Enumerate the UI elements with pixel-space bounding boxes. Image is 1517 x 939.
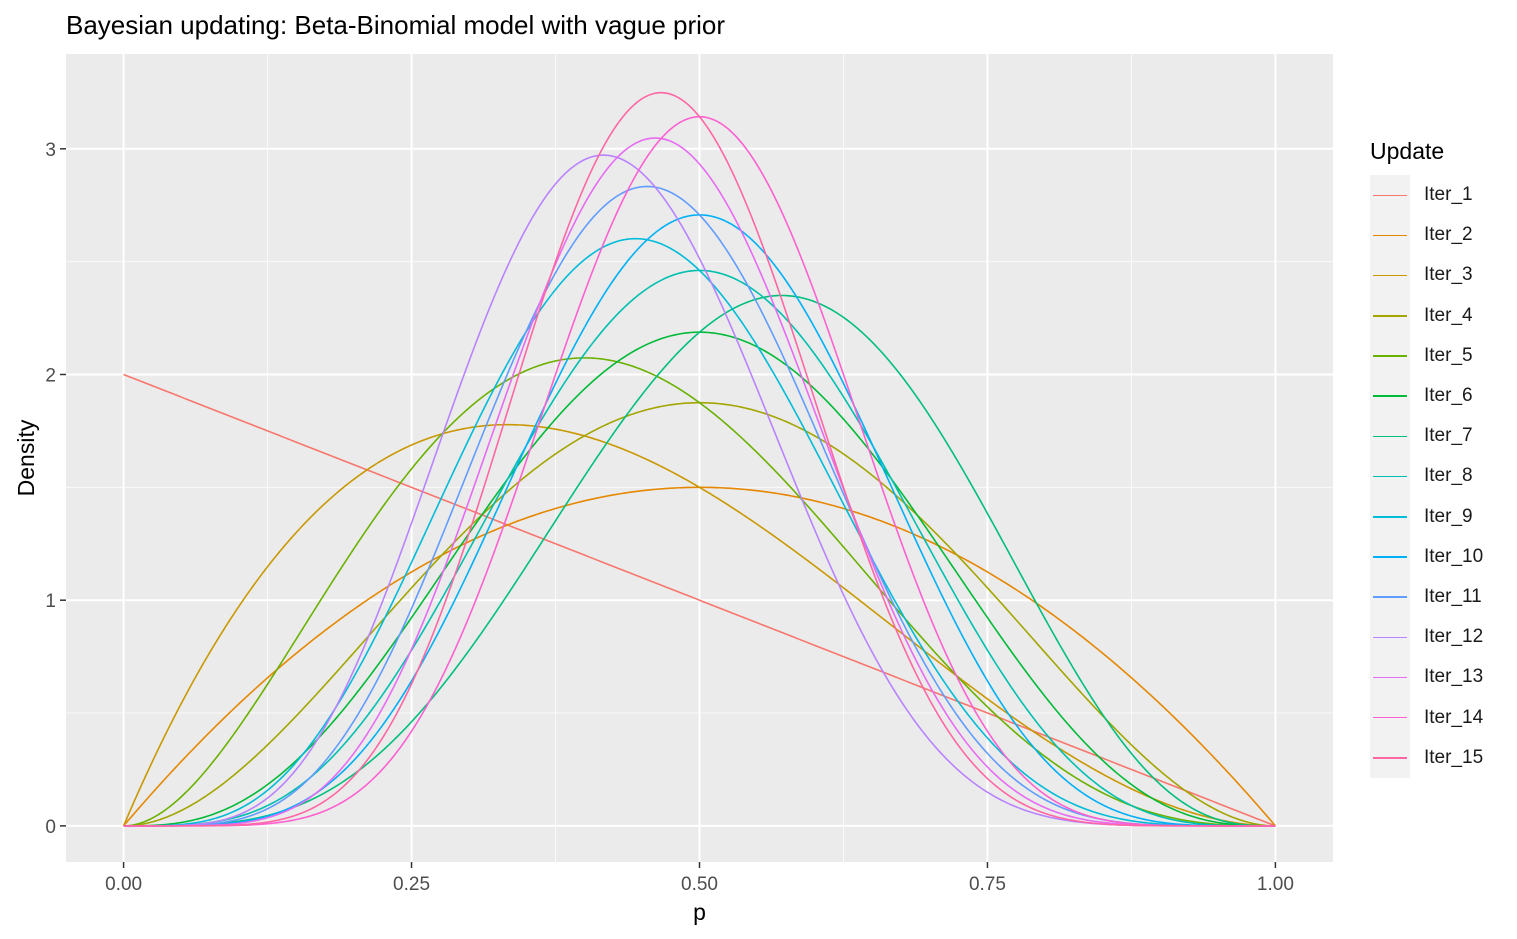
- legend-item: Iter_15: [1370, 737, 1484, 778]
- grid-major: [66, 54, 1333, 862]
- legend-label: Iter_7: [1424, 425, 1473, 447]
- x-axis-label: p: [693, 899, 706, 925]
- y-tick-label: 2: [45, 365, 56, 386]
- chart-title: Bayesian updating: Beta-Binomial model w…: [66, 10, 726, 40]
- legend-swatch: [1373, 274, 1407, 277]
- legend-items: Iter_1 Iter_2 Iter_3 Iter_4 Iter_5 Iter_6 Iter…: [1370, 175, 1483, 778]
- legend-label: Iter_15: [1424, 746, 1484, 768]
- legend-key: [1370, 175, 1410, 216]
- y-axis: 0 1 2 3: [45, 140, 66, 838]
- series-line-iter-9: [123, 237, 1276, 827]
- legend-item: Iter_10: [1370, 536, 1484, 577]
- legend-swatch: [1373, 475, 1407, 478]
- legend-swatch: [1373, 676, 1407, 679]
- x-tick-label: 0.75: [969, 874, 1006, 895]
- y-tick-label: 0: [45, 817, 56, 838]
- legend-swatch: [1373, 556, 1407, 558]
- legend-swatch: [1373, 234, 1407, 237]
- legend-swatch: [1373, 757, 1407, 759]
- y-axis-label: Density: [13, 419, 39, 496]
- y-tick-label: 1: [45, 591, 56, 612]
- legend-key: [1370, 295, 1410, 336]
- legend-item: Iter_4: [1370, 295, 1483, 336]
- x-tick-label: 0.00: [105, 874, 142, 895]
- legend-label: Iter_10: [1424, 545, 1484, 567]
- legend-key: [1370, 576, 1410, 618]
- legend-item: Iter_8: [1370, 456, 1483, 497]
- legend-item: Iter_13: [1370, 657, 1484, 698]
- legend-item: Iter_2: [1370, 215, 1483, 256]
- legend-label: Iter_14: [1424, 706, 1484, 728]
- legend-key: [1370, 657, 1410, 698]
- legend-item: Iter_6: [1370, 375, 1483, 417]
- legend-key: [1370, 536, 1410, 577]
- series-line-iter-15: [123, 91, 1276, 827]
- legend-label: Iter_9: [1424, 505, 1473, 527]
- legend-swatch: [1373, 716, 1407, 719]
- legend-label: Iter_8: [1424, 465, 1473, 487]
- legend-label: Iter_12: [1424, 626, 1484, 648]
- legend-key: [1370, 255, 1410, 296]
- legend-key: [1370, 215, 1410, 256]
- legend-item: Iter_3: [1370, 255, 1483, 296]
- legend-item: Iter_14: [1370, 697, 1484, 738]
- legend-item: Iter_12: [1370, 617, 1484, 658]
- legend-label: Iter_1: [1424, 184, 1473, 206]
- legend-label: Iter_5: [1424, 344, 1473, 366]
- legend: Update Iter_1 Iter_2 Iter_3 Iter_4 Iter_5 Ite…: [1370, 138, 1483, 778]
- legend-swatch: [1373, 194, 1407, 196]
- legend-item: Iter_7: [1370, 416, 1483, 457]
- series-line-iter-1: [123, 373, 1276, 827]
- legend-swatch: [1373, 315, 1407, 317]
- legend-key: [1370, 375, 1410, 417]
- series-line-iter-5: [123, 357, 1276, 827]
- legend-label: Iter_3: [1424, 264, 1473, 286]
- legend-label: Iter_11: [1424, 585, 1482, 607]
- legend-label: Iter_4: [1424, 304, 1473, 326]
- legend-label: Iter_13: [1424, 666, 1484, 688]
- legend-swatch: [1373, 395, 1407, 397]
- legend-key: [1370, 496, 1410, 537]
- x-tick-label: 1.00: [1257, 874, 1294, 895]
- legend-swatch: [1373, 516, 1407, 518]
- legend-label: Iter_6: [1424, 385, 1473, 407]
- legend-key: [1370, 737, 1410, 778]
- legend-key: [1370, 335, 1410, 376]
- legend-label: Iter_2: [1424, 224, 1473, 246]
- series-line-iter-13: [123, 137, 1276, 827]
- legend-key: [1370, 456, 1410, 497]
- legend-key: [1370, 617, 1410, 658]
- legend-item: Iter_11: [1370, 576, 1483, 618]
- legend-swatch: [1373, 435, 1407, 438]
- series-line-iter-3: [122, 423, 1276, 827]
- legend-swatch: [1373, 355, 1407, 357]
- x-tick-label: 0.50: [681, 874, 718, 895]
- legend-item: Iter_1: [1370, 175, 1483, 216]
- legend-key: [1370, 416, 1410, 457]
- legend-item: Iter_9: [1370, 496, 1483, 537]
- series-lines: [122, 91, 1277, 827]
- x-tick-label: 0.25: [393, 874, 430, 895]
- legend-title: Update: [1370, 138, 1445, 164]
- legend-item: Iter_5: [1370, 335, 1483, 376]
- legend-key: [1370, 697, 1410, 738]
- legend-swatch: [1373, 636, 1407, 639]
- series-line-iter-7: [123, 294, 1276, 827]
- y-tick-label: 3: [45, 140, 56, 161]
- legend-swatch: [1373, 596, 1407, 598]
- x-axis: 0.00 0.25 0.50 0.75 1.00: [105, 862, 1294, 895]
